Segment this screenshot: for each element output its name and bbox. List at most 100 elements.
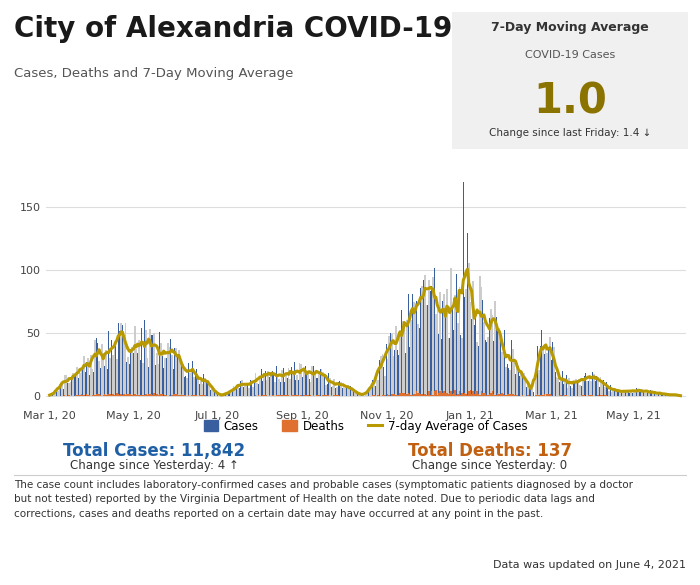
Bar: [204, 395, 206, 397]
Bar: [120, 323, 122, 397]
Bar: [89, 375, 90, 397]
Bar: [145, 331, 146, 397]
Bar: [398, 395, 400, 397]
Bar: [287, 378, 288, 397]
Bar: [446, 393, 447, 397]
Bar: [496, 316, 497, 397]
Bar: [631, 393, 633, 397]
Bar: [524, 376, 526, 397]
Bar: [589, 395, 591, 397]
Bar: [273, 373, 274, 397]
Bar: [447, 338, 449, 397]
Bar: [468, 391, 470, 397]
Bar: [149, 329, 150, 397]
Bar: [56, 392, 57, 397]
Bar: [671, 394, 673, 397]
Bar: [500, 394, 501, 397]
Bar: [177, 356, 178, 397]
Bar: [600, 377, 601, 397]
Bar: [146, 357, 148, 397]
Bar: [93, 395, 95, 397]
Bar: [584, 376, 585, 397]
Bar: [344, 388, 346, 397]
Bar: [374, 386, 376, 397]
Bar: [474, 394, 475, 397]
Bar: [307, 372, 309, 397]
Bar: [641, 388, 643, 397]
Bar: [132, 347, 133, 397]
Bar: [504, 395, 505, 397]
Bar: [426, 395, 427, 397]
Bar: [153, 393, 155, 397]
Bar: [111, 395, 112, 397]
Bar: [438, 393, 440, 397]
Bar: [71, 378, 72, 397]
Bar: [202, 384, 203, 397]
Bar: [69, 382, 71, 397]
Bar: [93, 372, 95, 397]
Bar: [527, 395, 528, 397]
Bar: [97, 343, 99, 397]
Bar: [655, 391, 657, 397]
Bar: [406, 394, 407, 397]
Bar: [80, 370, 82, 397]
Bar: [292, 374, 293, 397]
Bar: [190, 369, 192, 397]
Bar: [577, 380, 578, 397]
Bar: [440, 391, 441, 397]
Bar: [80, 394, 82, 397]
Bar: [358, 394, 360, 397]
Bar: [598, 387, 600, 397]
Bar: [350, 387, 351, 397]
Bar: [560, 395, 561, 397]
Bar: [470, 302, 471, 397]
Bar: [169, 395, 170, 397]
Bar: [503, 348, 504, 397]
Bar: [209, 383, 210, 397]
Bar: [491, 391, 493, 397]
Bar: [74, 374, 75, 397]
Bar: [356, 393, 357, 397]
Bar: [136, 349, 137, 397]
Bar: [313, 395, 314, 397]
Bar: [550, 394, 551, 397]
Bar: [122, 325, 123, 397]
Bar: [505, 367, 507, 397]
Bar: [587, 381, 588, 397]
Bar: [505, 395, 507, 397]
Bar: [608, 391, 610, 397]
Bar: [258, 384, 259, 397]
Bar: [318, 371, 320, 397]
Bar: [139, 340, 140, 397]
Bar: [397, 350, 398, 397]
Bar: [310, 382, 312, 397]
Bar: [372, 380, 373, 397]
Bar: [190, 395, 192, 397]
Bar: [281, 395, 283, 397]
Bar: [216, 394, 218, 397]
Bar: [243, 387, 244, 397]
Bar: [441, 339, 442, 397]
Bar: [557, 378, 559, 397]
Bar: [202, 395, 203, 397]
Bar: [442, 301, 443, 397]
Bar: [272, 371, 273, 397]
Bar: [434, 268, 435, 397]
Bar: [127, 394, 129, 397]
Bar: [394, 350, 395, 397]
Bar: [263, 395, 265, 397]
Bar: [604, 395, 606, 397]
Bar: [295, 395, 296, 397]
Bar: [203, 395, 204, 397]
Bar: [374, 395, 376, 397]
Bar: [60, 384, 62, 397]
Bar: [500, 341, 501, 397]
Bar: [162, 356, 163, 397]
Bar: [177, 394, 178, 397]
Bar: [401, 310, 402, 397]
Bar: [225, 395, 226, 397]
Bar: [606, 382, 607, 397]
Bar: [568, 378, 570, 397]
Bar: [395, 395, 397, 397]
Bar: [162, 394, 163, 397]
